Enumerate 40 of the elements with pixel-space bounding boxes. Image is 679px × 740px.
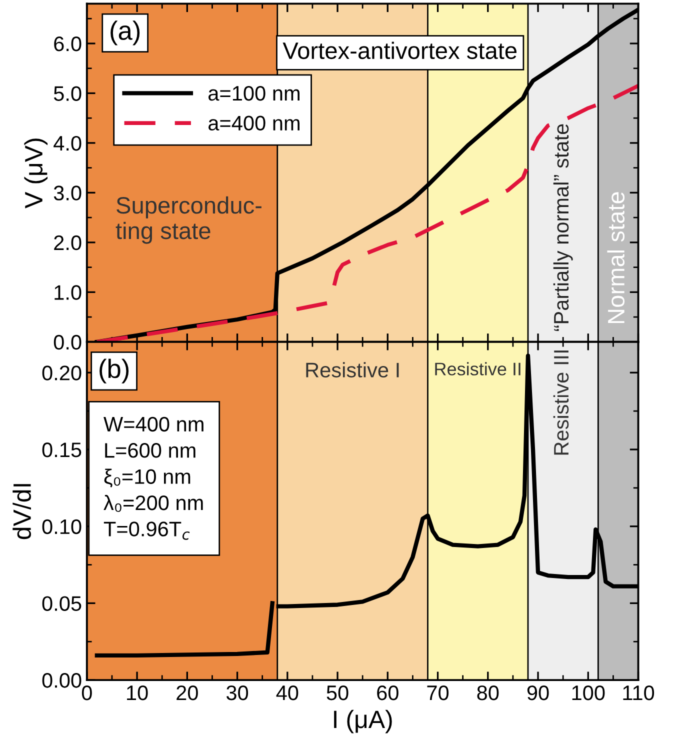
- band-label: “Partially normal” state: [553, 124, 573, 331]
- x-tick-label: 90: [527, 685, 549, 700]
- x-tick-label: 110: [623, 685, 654, 700]
- legend-label: a=100 nm: [208, 86, 300, 101]
- x-tick-label: 0: [82, 685, 92, 700]
- band-label: Resistive III: [553, 350, 569, 455]
- annotation: (a): [110, 20, 140, 46]
- x-tick-label: 60: [377, 685, 398, 700]
- legend-label: a=400 nm: [208, 116, 300, 131]
- band-label: Resistive I: [306, 362, 399, 378]
- y-tick-label: 0.20: [42, 366, 82, 380]
- band-label: Normal state: [607, 192, 625, 324]
- x-tick-label: 50: [326, 685, 348, 700]
- y-tick-label: 0.0: [54, 334, 82, 350]
- x-tick-label: 40: [276, 685, 298, 700]
- y-tick-label: 0.00: [42, 673, 82, 688]
- x-tick-label: 70: [427, 685, 449, 700]
- annotation: W=400 nm L=600 nm ξ₀=10 nm λ₀=200 nm T=0.96T$_{c}$: [104, 416, 204, 540]
- y-tick-label: 6.0: [54, 36, 82, 52]
- x-tick-label: 30: [226, 685, 248, 700]
- y-tick-label: 0.15: [42, 442, 82, 458]
- x-tick-label: 20: [176, 685, 198, 700]
- band-label: Superconduc- ting state: [116, 196, 262, 244]
- y-tick-label: 0.05: [42, 596, 82, 611]
- x-tick-label: 100: [572, 685, 605, 700]
- x-tick-label: 80: [477, 685, 499, 700]
- y-tick-label: 5.0: [54, 86, 82, 101]
- x-axis-title: I (μA): [334, 710, 392, 734]
- y-tick-label: 0.10: [42, 519, 82, 534]
- y-tick-label: 4.0: [54, 136, 82, 151]
- y-axis-title: V (μV): [24, 138, 48, 208]
- annotation: Vortex-antivortex state: [282, 42, 517, 60]
- y-tick-label: 1.0: [54, 285, 82, 300]
- y-tick-label: 3.0: [54, 186, 82, 200]
- band-label: Resistive II: [435, 362, 520, 376]
- y-tick-label: 2.0: [54, 235, 82, 250]
- line-series: [94, 84, 638, 342]
- x-tick-label: 10: [127, 685, 148, 700]
- annotation: (b): [100, 358, 129, 384]
- y-axis-title: dV/dI: [12, 484, 32, 540]
